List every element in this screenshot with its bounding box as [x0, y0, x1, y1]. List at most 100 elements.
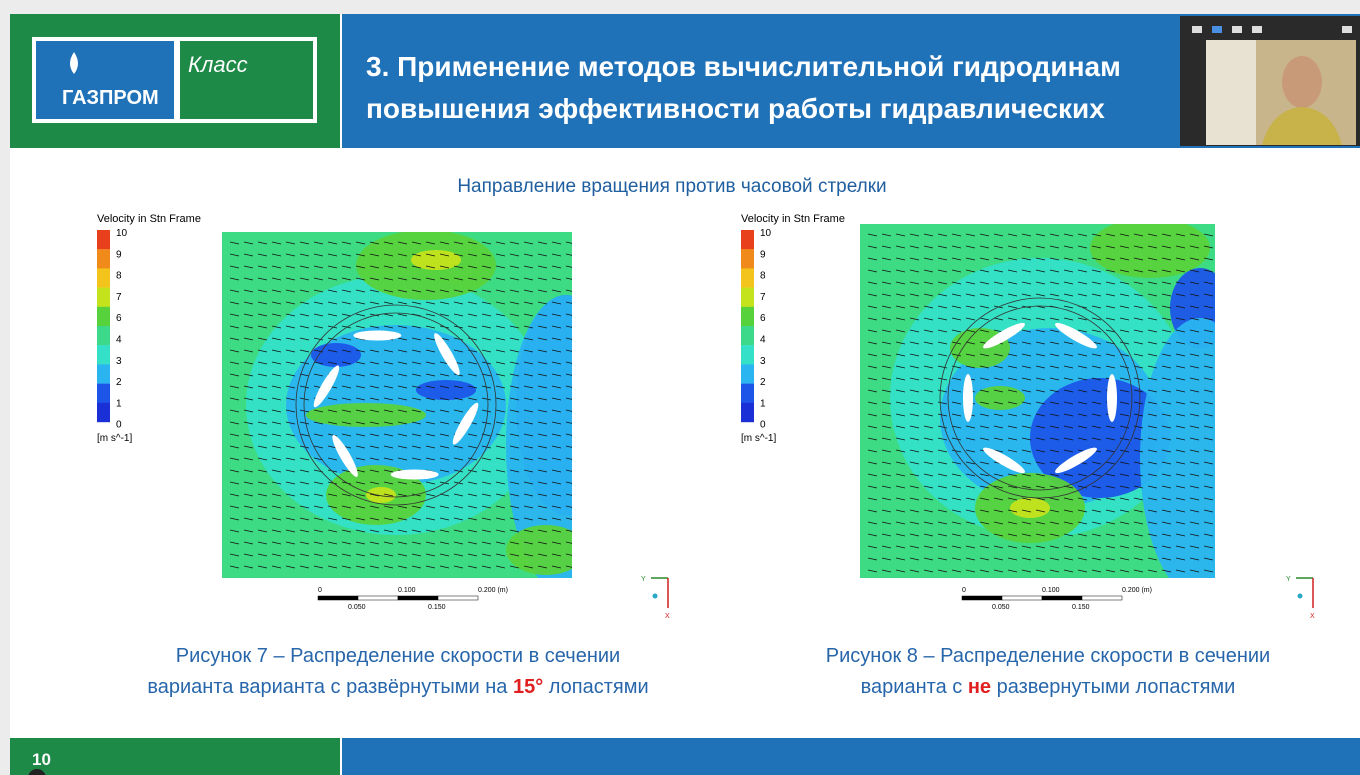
- colorbar-band: [97, 249, 110, 269]
- vector-arrow: [285, 493, 296, 497]
- vector-arrow: [565, 361, 572, 364]
- vector-arrow: [481, 277, 492, 281]
- vector-arrow: [1147, 413, 1158, 417]
- caption-part: 15°: [513, 676, 543, 698]
- vector-arrow: [937, 449, 948, 453]
- vector-arrow: [1049, 557, 1060, 561]
- vector-arrow: [369, 349, 380, 353]
- vector-arrow: [993, 569, 1004, 573]
- vector-arrow: [1175, 473, 1186, 477]
- vector-arrow: [453, 529, 464, 533]
- vector-arrow: [341, 565, 352, 569]
- vector-arrow: [979, 377, 990, 381]
- vector-arrow: [923, 389, 934, 393]
- vector-arrow: [1091, 509, 1102, 513]
- vector-arrow: [341, 277, 352, 281]
- vector-arrow: [895, 557, 906, 561]
- vector-arrow: [467, 517, 478, 521]
- vector-arrow: [565, 445, 572, 448]
- vector-arrow: [341, 265, 352, 269]
- vector-arrow: [341, 289, 352, 293]
- caption-line1: Рисунок 8 – Распределение скорости в сеч…: [826, 645, 1270, 667]
- vector-arrow: [523, 325, 534, 329]
- vector-arrow: [1175, 497, 1186, 501]
- vector-arrow: [285, 277, 296, 281]
- vector-arrow: [229, 349, 240, 353]
- vector-arrow: [369, 421, 380, 425]
- vector-arrow: [341, 349, 352, 353]
- vector-arrow: [439, 529, 450, 533]
- vector-arrow: [495, 397, 506, 401]
- vector-arrow: [965, 545, 976, 549]
- vector-arrow: [425, 421, 436, 425]
- vector-arrow: [299, 505, 310, 509]
- vector-arrow: [1063, 569, 1074, 573]
- vector-arrow: [229, 445, 240, 449]
- vector-arrow: [453, 457, 464, 461]
- vector-arrow: [1119, 473, 1130, 477]
- vector-arrow: [313, 277, 324, 281]
- vector-arrow: [411, 409, 422, 413]
- vector-arrow: [867, 245, 878, 249]
- vector-arrow: [327, 529, 338, 533]
- vector-arrow: [1105, 437, 1116, 441]
- vector-arrow: [439, 313, 450, 317]
- vector-arrow: [425, 445, 436, 449]
- vector-arrow: [993, 317, 1004, 321]
- vector-arrow: [993, 401, 1004, 405]
- vector-arrow: [1161, 245, 1172, 249]
- vector-arrow: [1049, 353, 1060, 357]
- vector-arrow: [937, 365, 948, 369]
- vector-arrow: [923, 533, 934, 537]
- scale-bar-seg: [397, 595, 439, 601]
- vector-arrow: [937, 545, 948, 549]
- vector-arrow: [537, 529, 548, 533]
- vector-arrow: [1063, 377, 1074, 381]
- vector-arrow: [467, 469, 478, 473]
- vector-arrow: [1091, 389, 1102, 393]
- vector-arrow: [257, 481, 268, 485]
- vector-arrow: [937, 341, 948, 345]
- vector-arrow: [1007, 269, 1018, 273]
- vector-arrow: [523, 529, 534, 533]
- vector-arrow: [1077, 317, 1088, 321]
- vector-arrow: [425, 277, 436, 281]
- vector-arrow: [1189, 365, 1200, 369]
- vector-arrow: [965, 557, 976, 561]
- vector-arrow: [509, 529, 520, 533]
- vector-arrow: [467, 253, 478, 257]
- vector-arrow: [551, 481, 562, 485]
- vector-arrow: [1203, 473, 1214, 477]
- vector-arrow: [299, 565, 310, 569]
- vector-arrow: [1007, 413, 1018, 417]
- video-toolbar-icon: [1252, 26, 1262, 33]
- vector-arrow: [313, 481, 324, 485]
- vector-arrow: [1147, 245, 1158, 249]
- vector-arrow: [923, 293, 934, 297]
- vector-arrow: [1063, 245, 1074, 249]
- vector-arrow: [1119, 557, 1130, 561]
- vector-arrow: [1035, 353, 1046, 357]
- vector-arrow: [481, 373, 492, 377]
- vector-arrow: [1077, 233, 1088, 237]
- vector-arrow: [271, 469, 282, 473]
- legend-level: 3: [116, 356, 122, 367]
- vector-arrow: [467, 505, 478, 509]
- vector-arrow: [523, 385, 534, 389]
- vector-arrow: [937, 245, 948, 249]
- vector-arrow: [1049, 329, 1060, 333]
- vector-arrow: [467, 301, 478, 305]
- vector-arrow: [979, 305, 990, 309]
- vector-arrow: [397, 445, 408, 449]
- axis-x-label: X: [665, 613, 670, 620]
- vector-arrow: [1091, 425, 1102, 429]
- vector-arrow: [895, 281, 906, 285]
- scale-label: 0.150: [1072, 604, 1090, 611]
- cfd-region: [1010, 498, 1050, 518]
- vector-arrow: [341, 553, 352, 557]
- vector-arrow: [979, 569, 990, 573]
- vector-arrow: [1021, 545, 1032, 549]
- vector-arrow: [229, 529, 240, 533]
- vector-arrow: [1021, 389, 1032, 393]
- vector-arrow: [895, 269, 906, 273]
